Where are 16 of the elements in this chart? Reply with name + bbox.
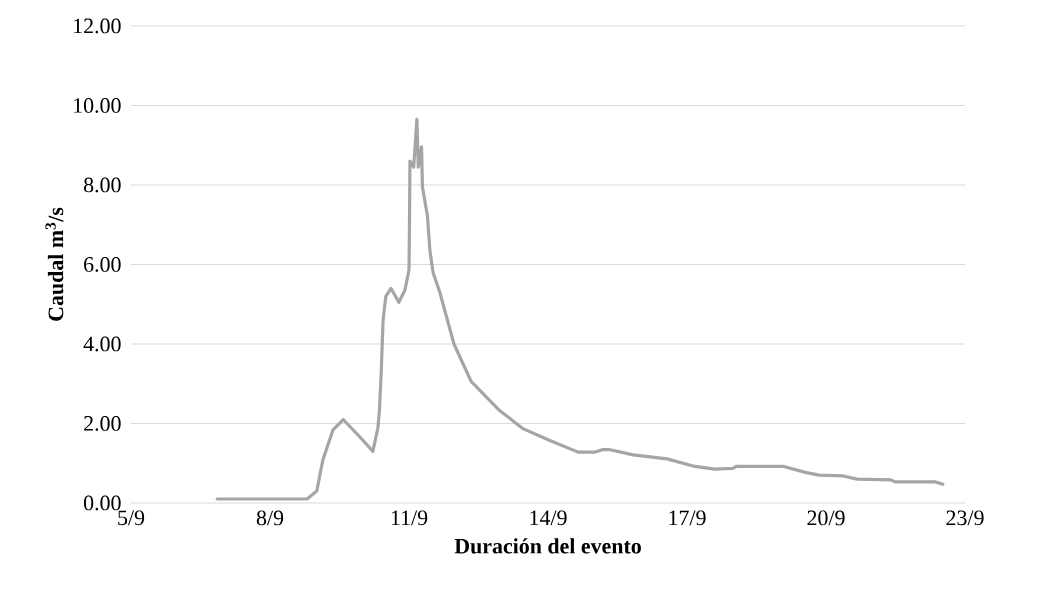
x-tick-label: 20/9 [807, 510, 845, 526]
x-tick-label: 8/9 [256, 510, 284, 526]
x-tick-label: 14/9 [530, 510, 567, 526]
y-tick-label: 12.00 [74, 18, 121, 34]
x-tick-label: 5/9 [118, 510, 145, 526]
x-tick-label: 17/9 [669, 510, 706, 526]
y-tick-label: 6.00 [84, 257, 121, 272]
x-axis-title: Duración del evento [454, 538, 641, 554]
y-tick-label: 4.00 [83, 336, 121, 352]
y-tick-label: 0.00 [83, 495, 121, 511]
y-tick-label: 10.00 [74, 98, 121, 113]
x-tick-label: 23/9 [946, 510, 984, 526]
x-tick-label: 11/9 [391, 510, 428, 526]
y-tick-label: 2.00 [84, 416, 121, 431]
y-tick-label: 8.00 [83, 177, 121, 193]
y-axis-title: Caudal m$^{3}$/s [45, 207, 64, 321]
